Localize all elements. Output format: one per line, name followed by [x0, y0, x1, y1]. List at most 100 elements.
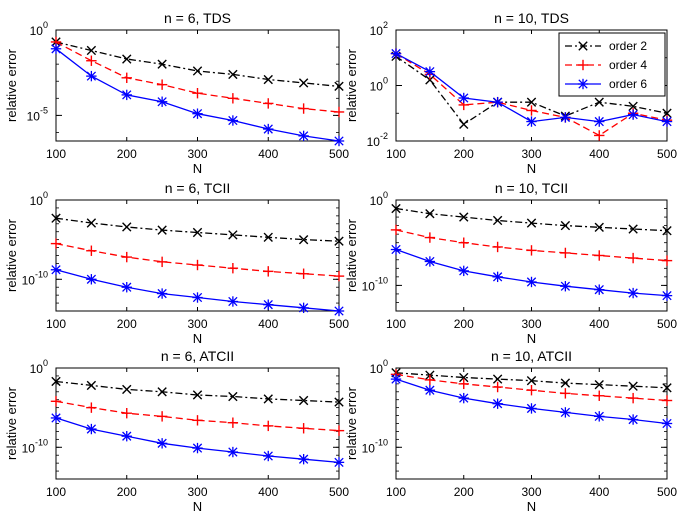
chart-panel-5: n = 6, ATCII 100 200 300 400 500 N 100 10-10rela…: [4, 348, 349, 514]
x-tick-label: 500: [329, 317, 349, 331]
data-point: [458, 392, 469, 404]
legend-label: order 6: [609, 77, 647, 91]
y-tick-label: 100: [370, 76, 388, 94]
data-point: [50, 412, 62, 424]
series-order-6: [390, 48, 673, 127]
x-tick-label: 300: [521, 317, 541, 331]
data-point: [627, 252, 639, 264]
y-tick-label: 100: [30, 358, 48, 376]
x-tick-label: 400: [589, 485, 609, 499]
data-point: [627, 109, 639, 120]
data-point: [86, 245, 97, 256]
data-point: [263, 450, 274, 462]
series-order-2: [391, 203, 672, 236]
data-point: [122, 222, 132, 232]
data-point: [628, 101, 638, 112]
data-point: [192, 442, 203, 454]
data-point: [50, 264, 62, 275]
legend: order 2 order 4 order 6: [558, 32, 666, 97]
data-point: [390, 48, 402, 59]
x-tick-label: 200: [117, 317, 137, 331]
series-order-6: [50, 412, 345, 468]
x-tick-label: 400: [258, 147, 278, 161]
x-tick-label: 100: [46, 485, 66, 499]
data-point: [156, 96, 168, 107]
data-point: [661, 116, 673, 127]
data-point: [192, 87, 203, 99]
data-point: [228, 391, 238, 402]
data-point: [526, 105, 537, 116]
data-point: [157, 225, 167, 235]
data-point: [192, 415, 203, 426]
x-tick-label: 500: [657, 147, 677, 161]
data-point: [334, 236, 344, 246]
data-point: [121, 430, 132, 442]
x-tick-label: 300: [521, 485, 541, 499]
data-point: [333, 270, 345, 282]
y-tick-label: 10-10: [362, 437, 388, 455]
series-order-2: [51, 213, 344, 246]
data-point: [594, 284, 605, 295]
data-point: [228, 69, 238, 80]
data-point: [459, 119, 469, 130]
x-axis-label: N: [193, 331, 202, 346]
legend-marker: [578, 41, 588, 51]
series-order-4: [50, 238, 345, 282]
data-point: [227, 296, 239, 307]
data-point: [298, 423, 309, 434]
data-point: [298, 395, 309, 406]
series-line: [55, 380, 340, 403]
data-point: [298, 103, 309, 114]
data-point: [526, 276, 537, 288]
data-point: [333, 457, 345, 468]
data-point: [526, 116, 537, 127]
data-point: [86, 380, 97, 391]
data-point: [526, 218, 537, 228]
y-tick-label: 100: [370, 358, 388, 376]
data-point: [156, 256, 168, 268]
data-point: [86, 274, 97, 285]
data-point: [627, 392, 639, 404]
data-point: [560, 388, 571, 399]
data-point: [298, 268, 309, 279]
x-tick-label: 100: [386, 147, 406, 161]
data-point: [334, 81, 344, 92]
x-tick-label: 200: [454, 317, 474, 331]
data-point: [157, 59, 167, 69]
data-point: [661, 255, 673, 266]
data-point: [227, 93, 239, 104]
panel-title: n = 10, TDS: [494, 10, 569, 26]
data-point: [526, 385, 537, 396]
data-point: [526, 245, 537, 256]
x-axis-label: N: [527, 161, 536, 176]
y-tick-label: 102: [370, 20, 388, 38]
x-tick-label: 200: [117, 147, 137, 161]
data-point: [227, 446, 239, 458]
panel-title: n = 6, ATCII: [161, 348, 234, 364]
data-point: [459, 372, 469, 383]
series-order-2: [51, 376, 344, 407]
data-point: [492, 374, 503, 384]
x-tick-label: 300: [187, 485, 207, 499]
legend-label: order 2: [609, 39, 647, 53]
x-tick-label: 200: [454, 147, 474, 161]
data-point: [594, 97, 604, 107]
data-point: [263, 420, 274, 432]
panel-title: n = 6, TDS: [164, 10, 231, 26]
data-point: [425, 75, 435, 85]
y-tick-label: 100: [30, 20, 48, 38]
y-axis-label: relative error: [4, 218, 19, 292]
series-order-4: [390, 224, 673, 266]
data-point: [594, 250, 605, 261]
data-point: [526, 375, 537, 386]
data-point: [192, 292, 203, 303]
series-order-4: [390, 369, 673, 406]
data-point: [424, 66, 436, 77]
legend-marker: [577, 78, 589, 90]
data-point: [492, 215, 503, 226]
data-point: [594, 116, 605, 127]
x-tick-label: 400: [589, 147, 609, 161]
data-point: [661, 290, 673, 301]
data-point: [51, 376, 61, 387]
